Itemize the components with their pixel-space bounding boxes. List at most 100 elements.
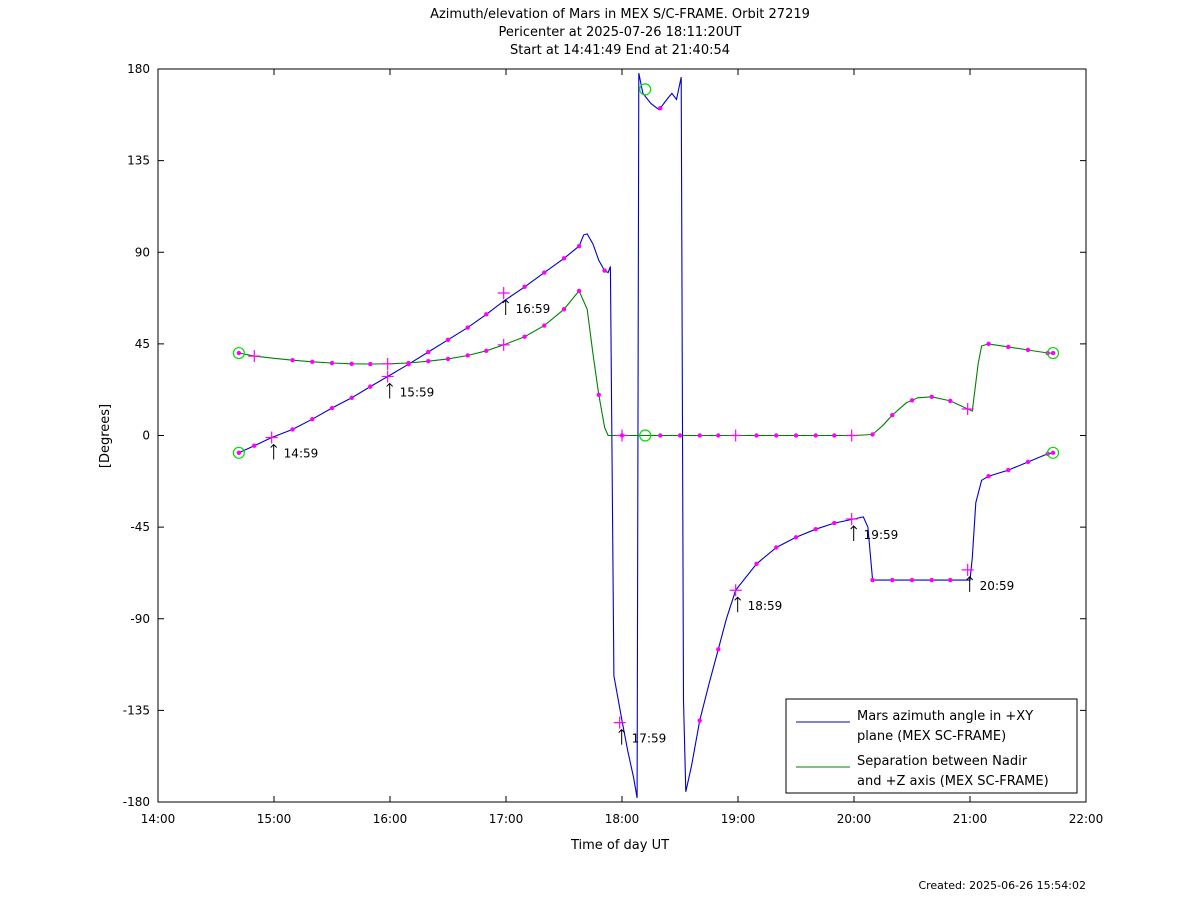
data-point-marker bbox=[368, 384, 373, 389]
event-circle-marker bbox=[639, 83, 652, 96]
data-point-marker bbox=[1025, 347, 1031, 353]
x-tick-label: 19:00 bbox=[721, 812, 756, 826]
data-point-marker bbox=[774, 433, 779, 438]
data-point-marker bbox=[596, 392, 601, 397]
x-tick-label: 21:00 bbox=[953, 812, 988, 826]
hour-plus-marker bbox=[248, 350, 261, 363]
data-point-marker bbox=[870, 432, 875, 437]
hour-plus-marker bbox=[265, 431, 278, 444]
hour-plus-marker bbox=[845, 512, 858, 525]
axes: 14:00 15:00 16:00 17:00 18:00 19:00 20:00 21:00… bbox=[123, 62, 1104, 826]
y-tick-label: 90 bbox=[135, 245, 150, 259]
data-point-marker bbox=[813, 526, 818, 532]
data-point-marker bbox=[310, 417, 315, 422]
data-point-marker bbox=[986, 474, 991, 479]
data-point-marker bbox=[1050, 350, 1056, 356]
legend-azimuth-line2: plane (MEX SC-FRAME) bbox=[857, 729, 1006, 744]
data-point-marker bbox=[465, 353, 470, 358]
hour-plus-marker bbox=[616, 429, 628, 442]
data-point-marker bbox=[310, 359, 315, 364]
x-tick-label: 17:00 bbox=[489, 812, 524, 826]
series-line-0 bbox=[238, 72, 1054, 798]
hour-plus-marker bbox=[381, 370, 394, 383]
data-point-marker bbox=[236, 350, 242, 356]
data-point-marker bbox=[909, 398, 915, 403]
data-point-marker bbox=[368, 361, 373, 367]
x-tick-label: 14:00 bbox=[141, 812, 176, 826]
data-point-marker bbox=[832, 433, 837, 438]
chart-subtitle-pericenter: Pericenter at 2025-07-26 18:11:20UT bbox=[498, 25, 741, 40]
data-point-marker bbox=[909, 577, 915, 583]
data-point-marker bbox=[522, 284, 527, 290]
event-circle-marker bbox=[1046, 346, 1060, 360]
data-point-marker bbox=[929, 577, 934, 583]
hour-plus-marker bbox=[961, 403, 974, 416]
data-point-marker bbox=[754, 433, 759, 438]
data-point-marker bbox=[658, 105, 663, 111]
data-point-marker bbox=[948, 577, 953, 583]
hour-annotation-arrow bbox=[850, 525, 858, 541]
hour-plus-marker bbox=[729, 584, 742, 597]
chart-subtitle-range: Start at 14:41:49 End at 21:40:54 bbox=[510, 43, 730, 58]
data-point-marker bbox=[426, 358, 431, 364]
series-marks bbox=[232, 83, 1060, 729]
data-point-marker bbox=[754, 561, 759, 566]
x-tick-label: 15:00 bbox=[257, 812, 292, 826]
data-point-marker bbox=[793, 535, 799, 540]
data-point-marker bbox=[484, 312, 489, 317]
data-point-marker bbox=[1050, 450, 1056, 456]
y-tick-label: -90 bbox=[130, 612, 150, 626]
event-circle-marker bbox=[232, 346, 245, 360]
data-point-marker bbox=[929, 394, 934, 400]
hour-annotations: 14:59 15:59 16:59 17:59 18:59 19:59 20:59 bbox=[270, 299, 1014, 746]
x-tick-label: 20:00 bbox=[837, 812, 872, 826]
data-point-marker bbox=[813, 433, 818, 438]
data-point-marker bbox=[716, 647, 721, 652]
data-point-marker bbox=[576, 288, 582, 294]
legend-separation-line1: Separation between Nadir bbox=[857, 754, 1028, 769]
data-point-marker bbox=[290, 357, 295, 363]
data-point-marker bbox=[948, 398, 953, 404]
hour-annotation-label: 14:59 bbox=[284, 447, 319, 461]
y-tick-label: -180 bbox=[123, 795, 150, 809]
data-point-marker bbox=[890, 577, 895, 583]
hour-annotation-label: 16:59 bbox=[516, 302, 551, 316]
legend-azimuth-line1: Mars azimuth angle in +XY bbox=[857, 709, 1033, 724]
hour-annotation-label: 18:59 bbox=[748, 599, 783, 613]
hour-plus-marker bbox=[845, 429, 858, 442]
data-point-marker bbox=[697, 433, 702, 438]
data-point-marker bbox=[465, 325, 470, 330]
hour-plus-marker bbox=[381, 357, 394, 370]
data-point-marker bbox=[986, 341, 991, 347]
data-point-marker bbox=[349, 361, 354, 367]
data-point-marker bbox=[697, 718, 702, 723]
hour-plus-marker bbox=[613, 716, 626, 729]
data-point-marker bbox=[1006, 344, 1011, 350]
data-point-marker bbox=[406, 360, 411, 366]
hour-annotation-arrow bbox=[966, 576, 974, 592]
data-point-marker bbox=[774, 545, 779, 550]
created-timestamp: Created: 2025-06-26 15:54:02 bbox=[918, 879, 1086, 892]
data-point-marker bbox=[1025, 459, 1031, 465]
y-axis-label: [Degrees] bbox=[98, 404, 113, 468]
hour-plus-marker bbox=[729, 429, 742, 442]
data-point-marker bbox=[890, 412, 895, 418]
data-point-marker bbox=[236, 450, 242, 456]
hour-annotation-label: 15:59 bbox=[400, 385, 435, 399]
x-tick-label: 18:00 bbox=[605, 812, 640, 826]
y-tick-label: 45 bbox=[135, 337, 150, 351]
legend-box bbox=[785, 698, 1078, 794]
series-line-1 bbox=[238, 289, 1054, 437]
hour-annotation-arrow bbox=[270, 443, 278, 460]
hour-annotation-label: 17:59 bbox=[632, 732, 667, 746]
event-circle-marker bbox=[232, 446, 245, 459]
hour-annotation-arrow bbox=[502, 299, 510, 315]
data-point-marker bbox=[793, 433, 799, 438]
x-tick-label: 16:00 bbox=[373, 812, 408, 826]
data-point-marker bbox=[677, 433, 683, 438]
data-point-marker bbox=[426, 349, 431, 355]
data-point-marker bbox=[290, 427, 295, 432]
data-point-marker bbox=[445, 356, 451, 362]
data-point-marker bbox=[602, 268, 607, 273]
